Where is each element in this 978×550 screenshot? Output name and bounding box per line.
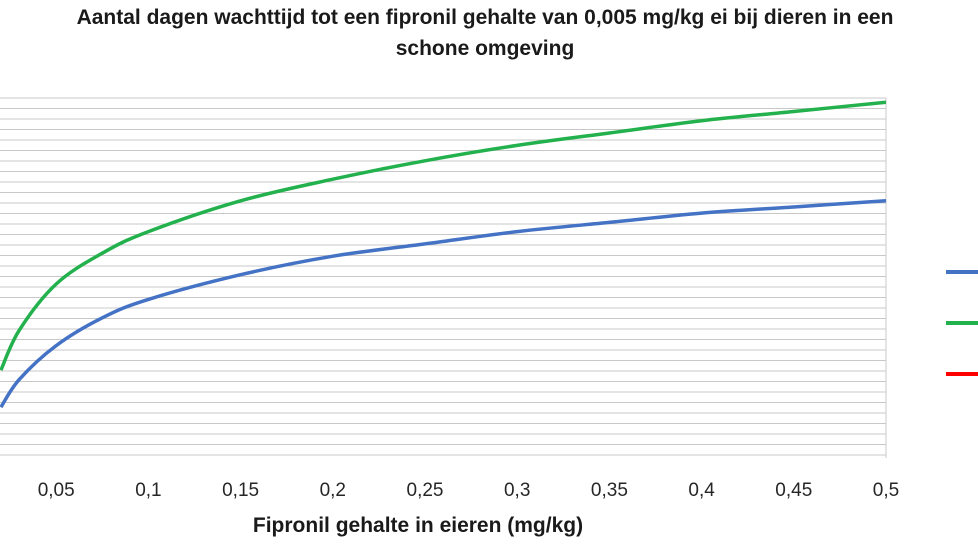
x-tick-label: 0,3 (504, 480, 530, 501)
chart-title-line-2: schone omgeving (395, 37, 575, 60)
x-axis-label: Fipronil gehalte in eieren (mg/kg) (252, 514, 584, 537)
legend (946, 270, 978, 376)
x-tick-label: 0,15 (222, 480, 259, 501)
series-lines (0, 100, 887, 409)
x-tick-label: 0,35 (591, 480, 628, 501)
x-tick-label: 0,05 (38, 480, 75, 501)
x-tick-label: 0,25 (407, 480, 444, 501)
series-line-2 (0, 100, 887, 371)
series-line-1 (0, 199, 887, 409)
x-tick-label: 0,45 (775, 480, 812, 501)
x-tick-label: 0,1 (135, 480, 161, 501)
x-tick-label: 0,2 (320, 480, 346, 501)
x-tick-label: 0,4 (688, 480, 715, 501)
chart-title-line-1: Aantal dagen wachttijd tot een fipronil … (76, 6, 894, 29)
chart-title: Aantal dagen wachttijd tot een fipronil … (0, 2, 970, 64)
x-tick-labels: 0,05 0,1 0,15 0,2 0,25 0,3 0,35 0,4 0,45 0,5 (38, 480, 900, 501)
x-tick-label: 0,5 (873, 480, 899, 501)
gridlines (0, 97, 887, 458)
